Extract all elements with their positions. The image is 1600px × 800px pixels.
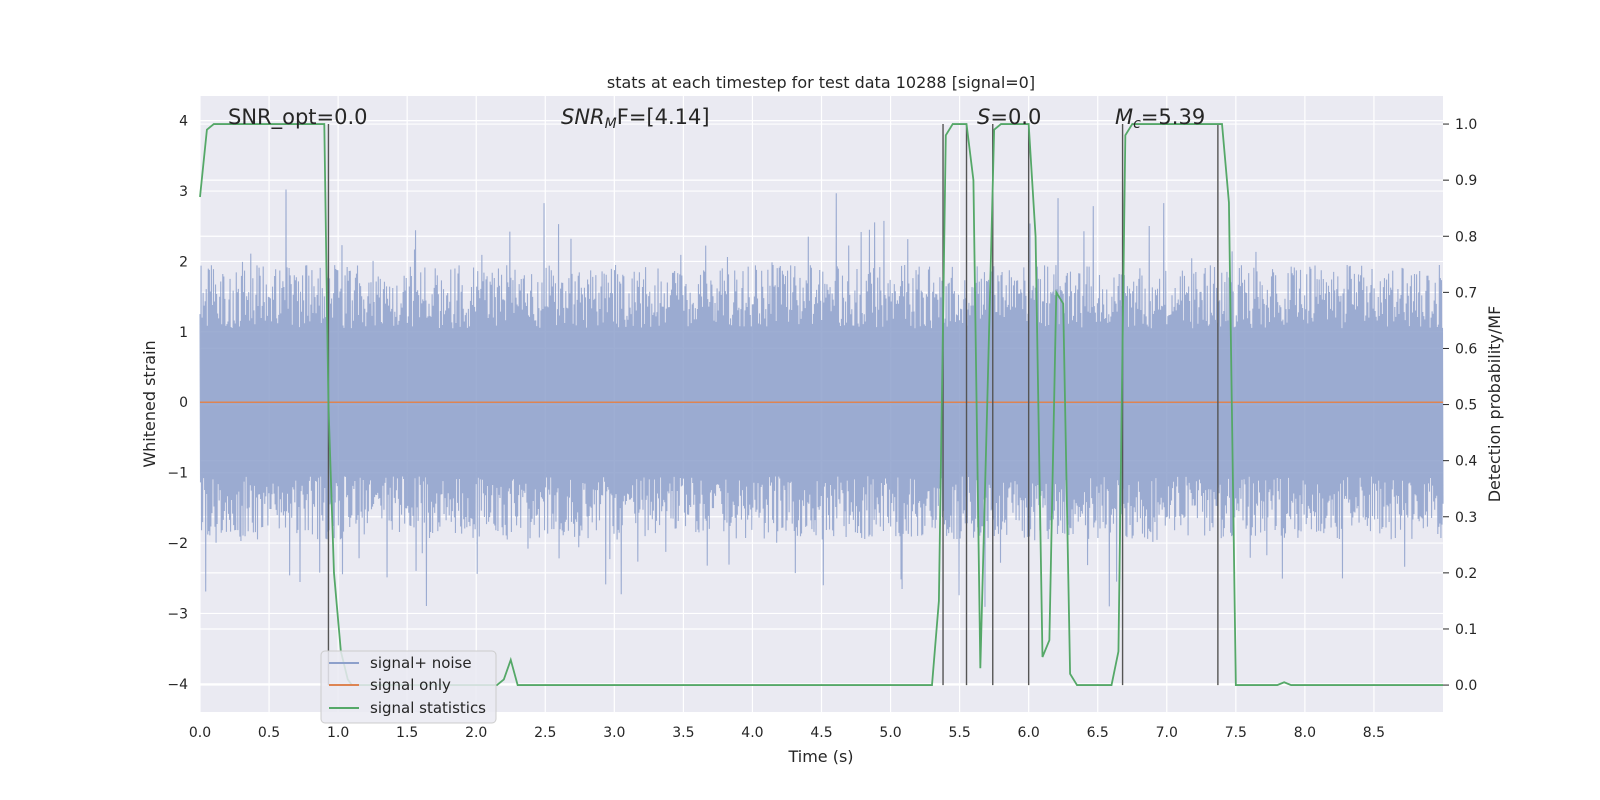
y2-tick-label: 0.3 [1455, 510, 1477, 526]
x-tick-label: 8.0 [1294, 725, 1316, 741]
y-axis-label: Whitened strain [140, 340, 159, 467]
signal-noise-series [199, 189, 1444, 607]
y-tick-label: 1 [179, 325, 188, 341]
x-tick-label: 0.5 [258, 725, 280, 741]
y2-axis-ticks: 1.0 0.9 0.8 0.7 0.6 0.5 0.4 0.3 0.2 0.1 0.0 [1443, 117, 1477, 694]
annotation-snr-mf: SNRMF=[4.14] [561, 105, 710, 132]
y2-tick-label: 0.5 [1455, 398, 1477, 414]
x-axis-label: Time (s) [787, 747, 853, 766]
y2-tick-label: 0.7 [1455, 285, 1477, 301]
y2-axis-label: Detection probability/MF [1485, 306, 1504, 503]
legend-box [320, 650, 497, 724]
x-tick-label: 1.5 [396, 725, 418, 741]
y2-tick-label: 0.8 [1455, 229, 1477, 245]
y2-tick-label: 0.1 [1455, 622, 1477, 638]
y2-tick-label: 1.0 [1455, 117, 1477, 133]
y-tick-label: 2 [179, 254, 188, 270]
x-tick-label: 3.0 [603, 725, 625, 741]
y-tick-label: −4 [167, 677, 188, 693]
x-tick-label: 1.0 [327, 725, 349, 741]
y-tick-label: −1 [167, 466, 188, 482]
x-tick-label: 4.5 [810, 725, 832, 741]
x-tick-label: 6.5 [1087, 725, 1109, 741]
legend: signal+ noise signal only signal statist… [320, 650, 497, 724]
y-axis-ticks: 4 3 2 1 0 −1 −2 −3 −4 [167, 114, 188, 693]
x-tick-label: 5.0 [879, 725, 901, 741]
x-tick-label: 7.5 [1225, 725, 1247, 741]
y2-tick-label: 0.4 [1455, 454, 1477, 470]
vertical-markers [327, 124, 1219, 686]
x-tick-label: 0.0 [189, 725, 211, 741]
annotation-snr-opt: SNR_opt=0.0 [228, 105, 368, 130]
y-tick-label: 0 [179, 395, 188, 411]
y2-tick-label: 0.2 [1455, 566, 1477, 582]
x-tick-label: 4.0 [741, 725, 763, 741]
x-tick-label: 2.5 [534, 725, 556, 741]
annotation-mc: Mc=5.39 [1115, 105, 1205, 132]
y-tick-label: 4 [179, 114, 188, 130]
legend-label-signal-only: signal only [370, 676, 451, 694]
x-axis-ticks: 0.0 0.5 1.0 1.5 2.0 2.5 3.0 3.5 4.0 4.5 5.0 5.5 6.0 6… [189, 725, 1385, 741]
x-tick-label: 6.0 [1018, 725, 1040, 741]
annotation-s: S=0.0 [977, 105, 1041, 129]
legend-label-signal-statistics: signal statistics [370, 699, 486, 717]
y2-tick-label: 0.6 [1455, 341, 1477, 357]
x-tick-label: 2.0 [465, 725, 487, 741]
x-tick-label: 7.0 [1156, 725, 1178, 741]
x-tick-label: 8.5 [1363, 725, 1385, 741]
y-tick-label: −3 [167, 606, 188, 622]
chart-title: stats at each timestep for test data 102… [607, 73, 1035, 92]
y2-tick-label: 0.0 [1455, 678, 1477, 694]
legend-label-signal-noise: signal+ noise [370, 654, 472, 672]
y-tick-label: −2 [167, 536, 188, 552]
x-tick-label: 5.5 [948, 725, 970, 741]
y-tick-label: 3 [179, 184, 188, 200]
series-line-signal-noise [199, 189, 1444, 607]
x-tick-label: 3.5 [672, 725, 694, 741]
y2-tick-label: 0.9 [1455, 173, 1477, 189]
